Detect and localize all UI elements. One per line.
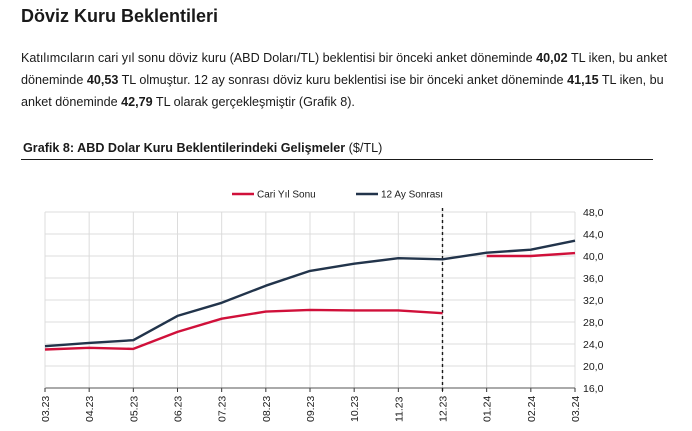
y-tick-label: 36,0 — [583, 273, 604, 285]
y-tick-label: 24,0 — [583, 339, 604, 351]
y-tick-label: 48,0 — [583, 207, 604, 219]
page-title: Döviz Kuru Beklentileri — [21, 6, 219, 26]
x-tick-label: 03.24 — [570, 396, 582, 422]
y-tick-label: 20,0 — [583, 361, 604, 373]
figure-title-main: Grafik 8: ABD Dolar Kuru Beklentilerinde… — [23, 141, 346, 155]
x-tick-label: 09.23 — [305, 396, 317, 422]
intro-text-4: TL iken, bu anket döneminde — [21, 73, 664, 109]
intro-text-3: TL olmuştur. 12 ay sonrası döviz kuru be… — [118, 73, 568, 87]
figure-title-rule — [21, 159, 653, 160]
x-tick-label: 04.23 — [84, 396, 96, 422]
x-tick-label: 12.23 — [438, 396, 450, 422]
y-tick-label: 40,0 — [583, 251, 604, 263]
legend-label: 12 Ay Sonrası — [381, 190, 443, 201]
y-tick-label: 32,0 — [583, 295, 604, 307]
intro-text-5: TL olarak gerçekleşmiştir (Grafik 8). — [152, 95, 355, 109]
current-year-end-value: 40,53 — [86, 73, 119, 87]
figure-title-unit: ($/TL) — [345, 141, 383, 155]
intro-paragraph: Katılımcıların cari yıl sonu döviz kuru … — [21, 47, 671, 113]
x-tick-label: 07.23 — [217, 396, 229, 422]
x-tick-label: 02.24 — [526, 396, 538, 422]
current-12m-value: 42,79 — [121, 95, 153, 109]
y-tick-label: 28,0 — [583, 317, 604, 329]
legend-label: Cari Yıl Sonu — [257, 190, 316, 201]
y-tick-label: 44,0 — [583, 229, 604, 241]
x-tick-label: 03.23 — [40, 396, 52, 422]
x-tick-label: 01.24 — [482, 396, 494, 422]
intro-text-1: Katılımcıların cari yıl sonu döviz kuru … — [21, 51, 537, 65]
figure-title: Grafik 8: ABD Dolar Kuru Beklentilerinde… — [23, 141, 382, 155]
y-tick-label: 16,0 — [583, 383, 604, 395]
x-tick-label: 08.23 — [261, 396, 273, 422]
series-line — [44, 308, 443, 351]
intro-text-2: TL iken, bu anket döneminde — [21, 51, 668, 87]
line-chart: 16,0 20,0 24,0 28,0 32,0 36,0 40,0 44,0 48,0 03.2… — [40, 190, 604, 423]
x-tick-label: 06.23 — [173, 396, 185, 422]
previous-year-end-value: 40,02 — [536, 51, 568, 65]
previous-12m-value: 41,15 — [567, 73, 599, 87]
x-tick-label: 11.23 — [393, 396, 405, 422]
x-tick-label: 10.23 — [349, 396, 361, 422]
x-tick-label: 05.23 — [128, 396, 140, 422]
